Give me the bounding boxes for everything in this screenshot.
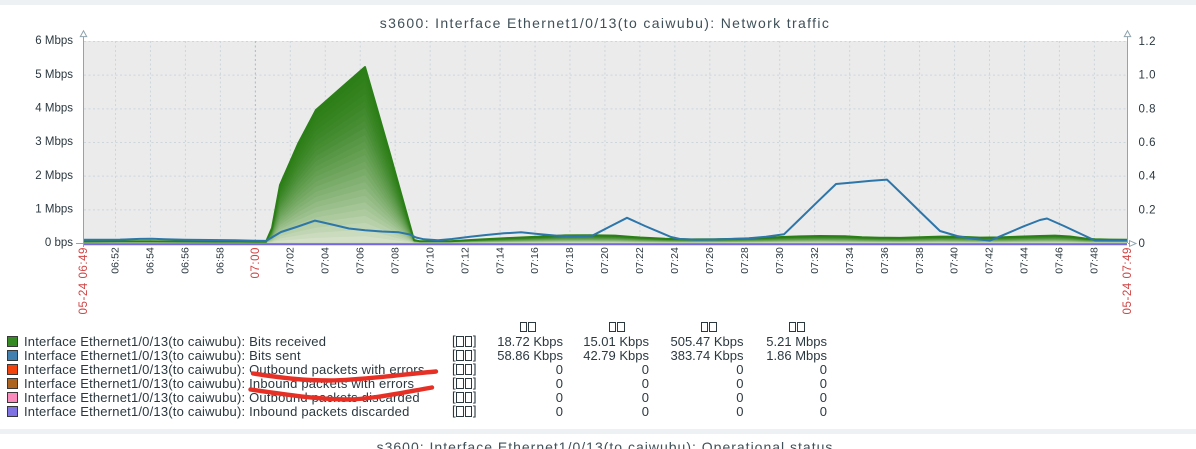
svg-text:07:06: 07:06 [355, 247, 366, 274]
svg-text:07:42: 07:42 [985, 247, 996, 274]
svg-text:07:16: 07:16 [530, 247, 541, 274]
svg-text:05-24 07:49: 05-24 07:49 [1122, 247, 1134, 314]
svg-text:0: 0 [1139, 238, 1146, 250]
svg-text:06:52: 06:52 [111, 247, 122, 274]
svg-text:07:10: 07:10 [425, 247, 436, 274]
svg-text:06:56: 06:56 [181, 247, 192, 274]
svg-text:07:32: 07:32 [810, 247, 821, 274]
svg-text:07:44: 07:44 [1020, 247, 1031, 274]
svg-text:07:08: 07:08 [390, 247, 401, 274]
svg-text:0.8: 0.8 [1139, 103, 1157, 115]
svg-text:07:12: 07:12 [460, 247, 471, 274]
svg-text:07:02: 07:02 [286, 247, 297, 274]
svg-text:1.0: 1.0 [1139, 70, 1157, 82]
svg-text:07:30: 07:30 [775, 247, 786, 274]
svg-text:07:36: 07:36 [880, 247, 891, 274]
svg-text:07:14: 07:14 [495, 247, 506, 274]
svg-text:0.2: 0.2 [1139, 204, 1157, 216]
svg-text:06:54: 06:54 [146, 247, 157, 274]
svg-text:07:26: 07:26 [705, 247, 716, 274]
svg-text:3 Mbps: 3 Mbps [35, 136, 73, 148]
svg-text:0.4: 0.4 [1139, 171, 1157, 183]
svg-text:07:22: 07:22 [635, 247, 646, 274]
svg-text:07:38: 07:38 [915, 247, 926, 274]
svg-text:07:20: 07:20 [600, 247, 611, 274]
svg-text:06:58: 06:58 [216, 247, 227, 274]
svg-text:1.2: 1.2 [1139, 36, 1157, 48]
svg-text:07:34: 07:34 [845, 247, 856, 274]
svg-text:4 Mbps: 4 Mbps [35, 103, 73, 115]
svg-text:07:40: 07:40 [950, 247, 961, 274]
svg-text:2 Mbps: 2 Mbps [35, 170, 73, 182]
svg-text:05-24 06:49: 05-24 06:49 [78, 247, 90, 314]
svg-text:1 Mbps: 1 Mbps [35, 204, 73, 216]
svg-text:6 Mbps: 6 Mbps [35, 35, 73, 47]
svg-text:07:04: 07:04 [320, 247, 331, 274]
svg-text:07:46: 07:46 [1055, 247, 1066, 274]
svg-text:07:18: 07:18 [565, 247, 576, 274]
svg-text:07:24: 07:24 [670, 247, 681, 274]
svg-text:07:28: 07:28 [740, 247, 751, 274]
svg-text:0 bps: 0 bps [45, 237, 73, 249]
svg-text:0.6: 0.6 [1139, 137, 1157, 149]
svg-text:07:48: 07:48 [1090, 247, 1101, 274]
svg-text:07:00: 07:00 [250, 247, 262, 279]
svg-text:5 Mbps: 5 Mbps [35, 69, 73, 81]
